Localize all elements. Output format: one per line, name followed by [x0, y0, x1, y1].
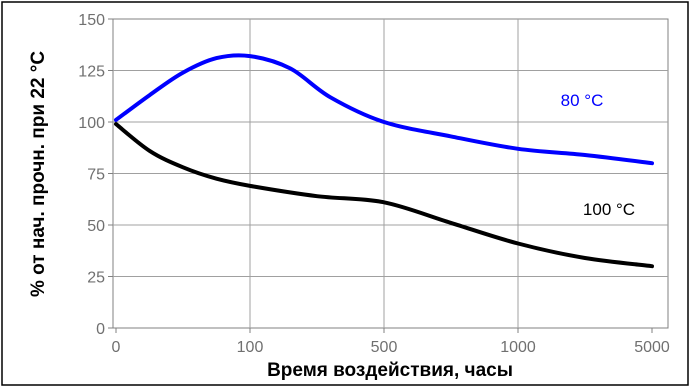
y-axis-title: % от нач. прочн. при 22 °C	[28, 51, 49, 297]
x-tick-label: 0	[112, 339, 121, 356]
x-tick-label: 5000	[634, 339, 670, 356]
series-lines	[114, 53, 654, 269]
x-axis-title: Время воздействия, часы	[267, 360, 513, 381]
y-tick-label: 150	[78, 12, 105, 29]
series-label-0: 80 °C	[561, 91, 604, 110]
x-tick-label: 500	[371, 339, 398, 356]
y-tick-label: 50	[87, 218, 105, 235]
series-labels: 80 °C 100 °C	[561, 91, 635, 219]
y-tick-label: 25	[87, 270, 105, 287]
series-label-1: 100 °C	[583, 200, 635, 219]
y-tick-label: 125	[78, 64, 105, 81]
x-tick-label: 1000	[500, 339, 536, 356]
y-tick-label: 0	[96, 321, 105, 338]
series-line-1	[114, 122, 654, 269]
series-line-0	[114, 53, 654, 166]
tick-labels: 0 25 50 75 100 125 150 0 100 500 1000 5000	[78, 12, 670, 356]
x-tick-label: 100	[237, 339, 264, 356]
grid	[113, 19, 668, 328]
y-tick-label: 75	[87, 167, 105, 184]
y-tick-label: 100	[78, 115, 105, 132]
